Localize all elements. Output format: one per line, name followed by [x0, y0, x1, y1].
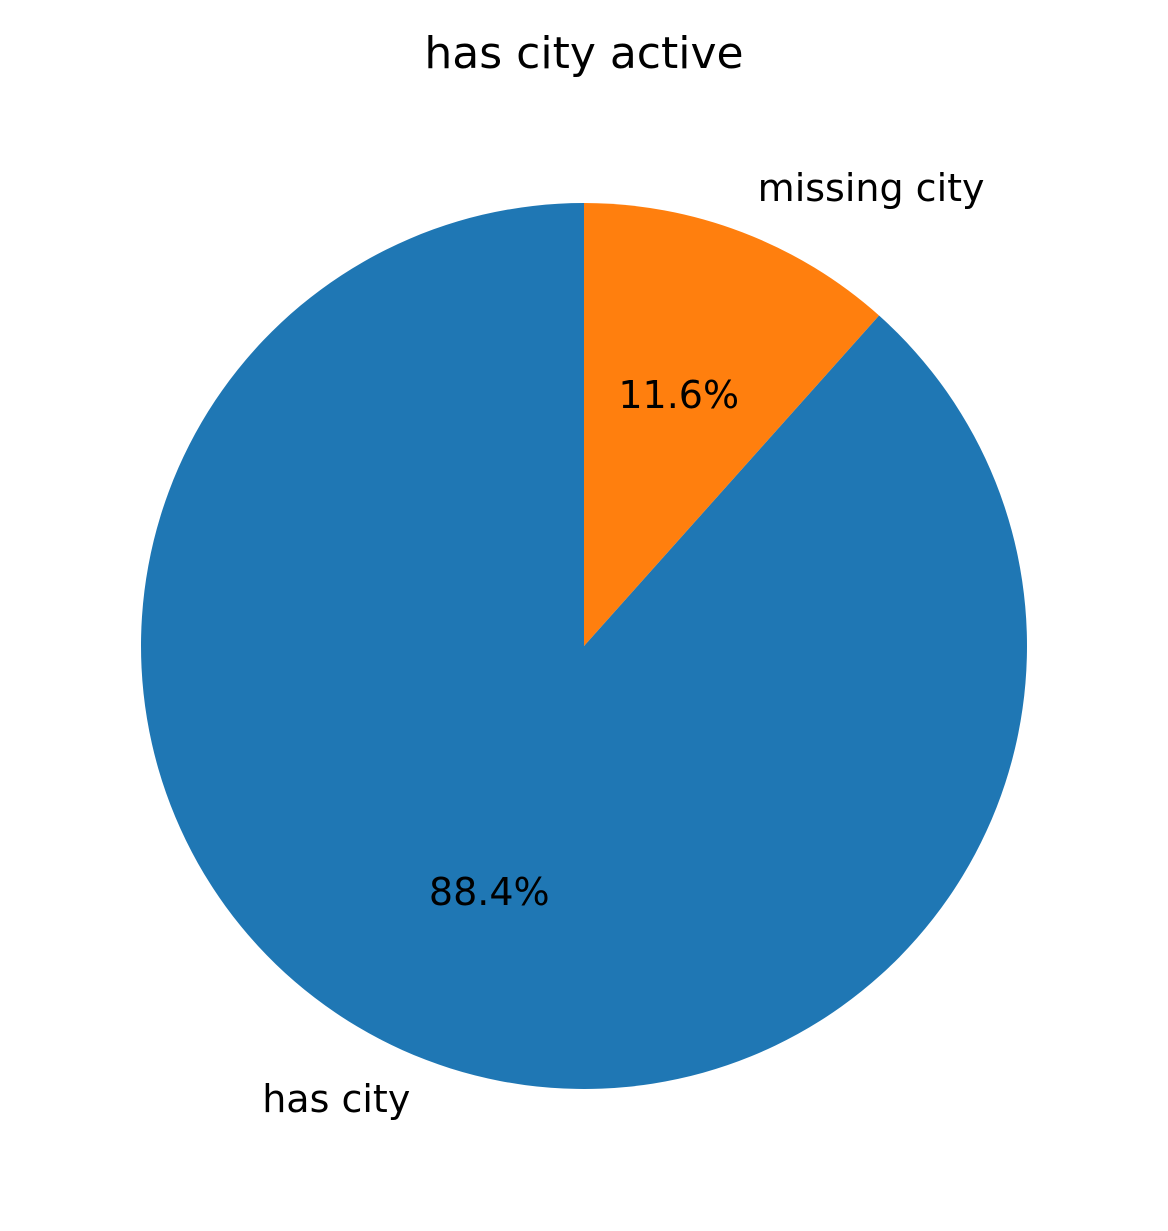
- pie-slice-missing-city: [584, 203, 880, 646]
- slice-label-has-city: has city: [262, 1077, 410, 1121]
- pie-slice-has-city: [141, 203, 1027, 1090]
- slice-percent-missing-city: 11.6%: [618, 373, 739, 417]
- chart-title: has city active: [424, 28, 743, 79]
- slice-label-missing-city: missing city: [758, 166, 985, 210]
- pie-labels: has city 88.4% missing city 11.6%: [262, 166, 984, 1121]
- slice-percent-has-city: 88.4%: [429, 870, 550, 914]
- pie-slices: [141, 203, 1027, 1090]
